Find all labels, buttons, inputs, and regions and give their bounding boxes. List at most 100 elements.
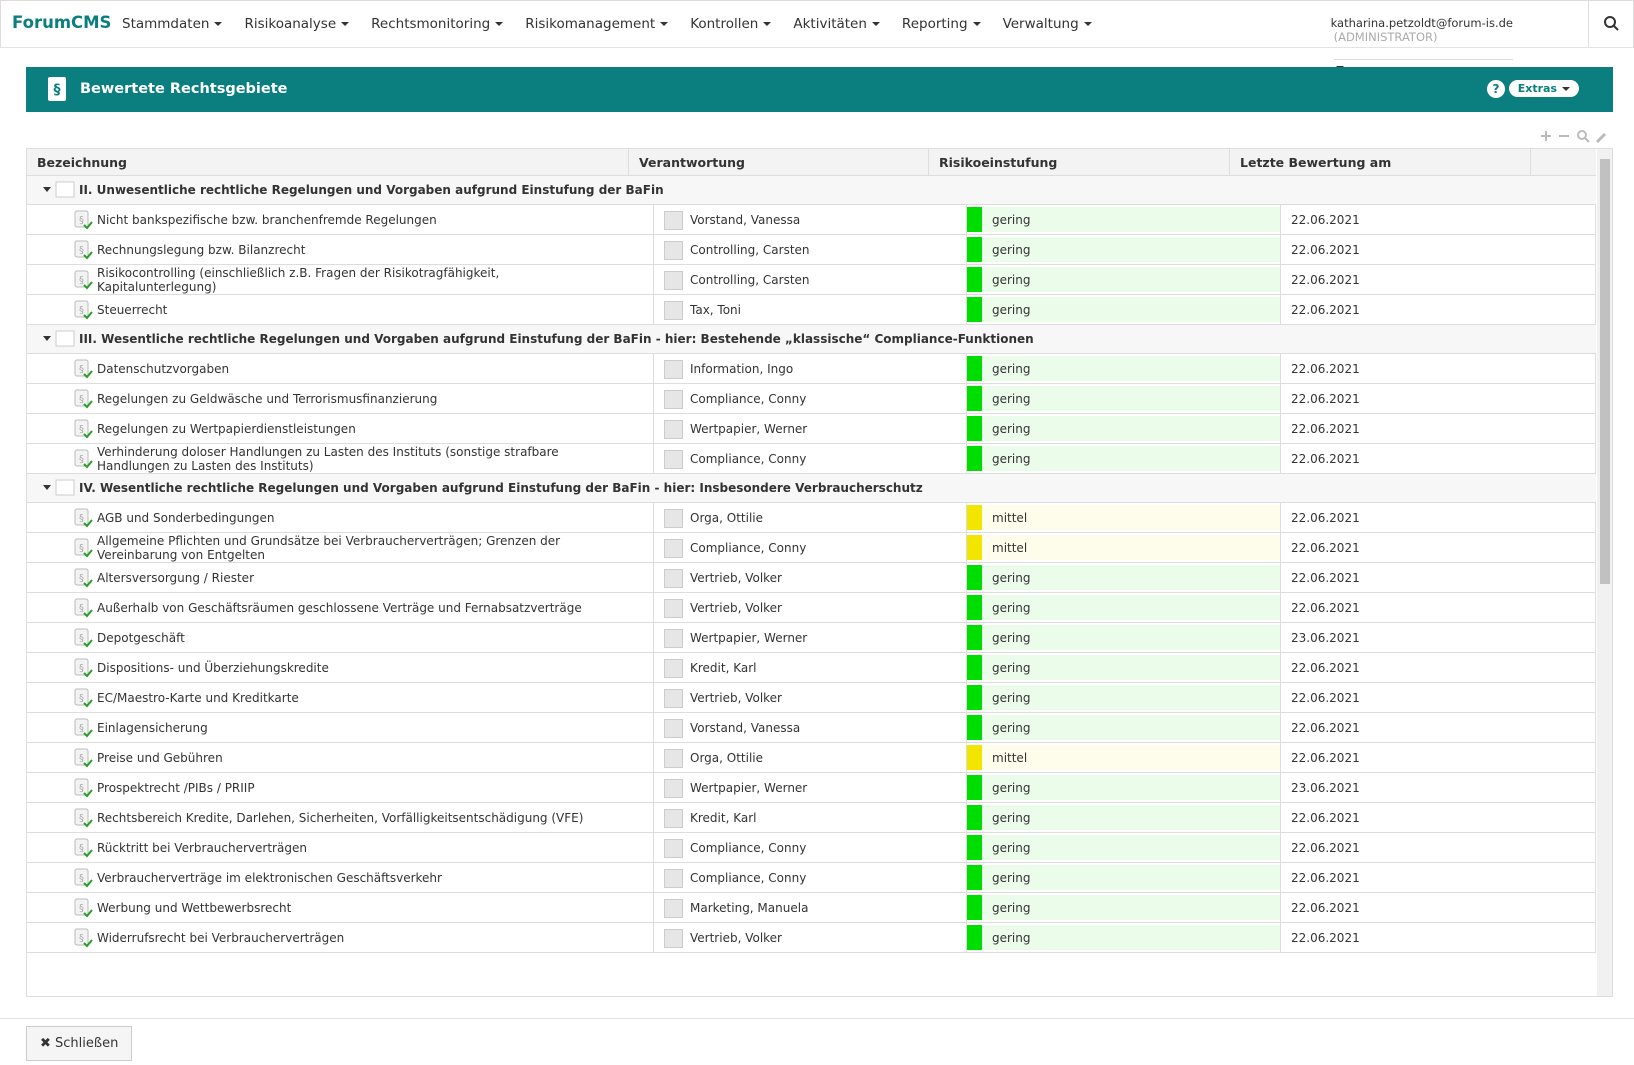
group-row[interactable]: II. Unwesentliche rechtliche Regelungen … (27, 176, 1596, 205)
avatar (664, 929, 683, 948)
table-row[interactable]: §Prospektrecht /PIBs / PRIIPWertpapier, … (27, 773, 1596, 803)
menu-item[interactable]: Rechtsmonitoring (360, 16, 514, 32)
menu-item[interactable]: Risikoanalyse (233, 16, 360, 32)
avatar (664, 779, 683, 798)
name: Einlagensicherung (97, 721, 208, 735)
column-header[interactable]: Letzte Bewertung am (1230, 149, 1531, 175)
avatar (664, 899, 683, 918)
user-menu[interactable]: katharina.petzoldt@forum-is.de(ADMINISTR… (1331, 16, 1513, 74)
table-row[interactable]: §Verhinderung doloser Handlungen zu Last… (27, 444, 1596, 474)
table-row[interactable]: §SteuerrechtTax, Tonigering22.06.2021 (27, 295, 1596, 325)
name-cell: §Rechnungslegung bzw. Bilanzrecht (27, 235, 654, 264)
menu-item[interactable]: Verwaltung (992, 16, 1103, 32)
table-row[interactable]: §Widerrufsrecht bei Verbraucherverträgen… (27, 923, 1596, 953)
risk-cell: mittel (967, 503, 1281, 532)
scrollbar[interactable] (1597, 149, 1612, 996)
avatar (664, 509, 683, 528)
menu-item[interactable]: Kontrollen (679, 16, 782, 32)
search-button[interactable] (1588, 1, 1633, 47)
table-row[interactable]: §Dispositions- und ÜberziehungskrediteKr… (27, 653, 1596, 683)
table-row[interactable]: §Risikocontrolling (einschließlich z.B. … (27, 265, 1596, 295)
table-row[interactable]: §EinlagensicherungVorstand, Vanessagerin… (27, 713, 1596, 743)
table-row[interactable]: §DepotgeschäftWertpapier, Wernergering23… (27, 623, 1596, 653)
brand[interactable]: ForumCMS (12, 13, 111, 32)
owner: Wertpapier, Werner (690, 631, 807, 645)
owner: Orga, Ottilie (690, 511, 763, 525)
name: Werbung und Wettbewerbsrecht (97, 901, 291, 915)
group-toggle (43, 478, 79, 498)
owner: Vorstand, Vanessa (690, 213, 800, 227)
date-cell: 22.06.2021 (1281, 593, 1596, 622)
menu-item[interactable]: Reporting (891, 16, 992, 32)
close-button[interactable]: ✖ Schließen (26, 1026, 132, 1061)
owner-cell: Orga, Ottilie (654, 503, 967, 532)
table-row[interactable]: §Werbung und WettbewerbsrechtMarketing, … (27, 893, 1596, 923)
table-row[interactable]: §Außerhalb von Geschäftsräumen geschloss… (27, 593, 1596, 623)
date-cell: 22.06.2021 (1281, 713, 1596, 742)
risk: gering (967, 273, 1031, 287)
name-cell: §Regelungen zu Geldwäsche und Terrorismu… (27, 384, 654, 413)
table-row[interactable]: §Verbraucherverträge im elektronischen G… (27, 863, 1596, 893)
owner: Compliance, Conny (690, 392, 806, 406)
table-row[interactable]: §Rechtsbereich Kredite, Darlehen, Sicher… (27, 803, 1596, 833)
doc-icon: § (73, 568, 93, 588)
menu-item[interactable]: Stammdaten (111, 16, 233, 32)
avatar (664, 689, 683, 708)
table-row[interactable]: §Nicht bankspezifische bzw. branchenfrem… (27, 205, 1596, 235)
name: Preise und Gebühren (97, 751, 223, 765)
column-header[interactable]: Risikoeinstufung (929, 149, 1230, 175)
risk: gering (967, 213, 1031, 227)
date-cell: 23.06.2021 (1281, 773, 1596, 802)
svg-text:§: § (79, 394, 84, 405)
extras-button[interactable]: Extras (1509, 80, 1579, 97)
svg-text:§: § (79, 783, 84, 794)
group-row[interactable]: III. Wesentliche rechtliche Regelungen u… (27, 325, 1596, 354)
doc-icon: § (73, 210, 93, 230)
owner-cell: Kredit, Karl (654, 803, 967, 832)
help-button[interactable]: ? (1487, 80, 1505, 98)
table-row[interactable]: §AGB und SonderbedingungenOrga, Ottiliem… (27, 503, 1596, 533)
table-row[interactable]: §Regelungen zu Geldwäsche und Terrorismu… (27, 384, 1596, 414)
owner: Vorstand, Vanessa (690, 721, 800, 735)
date-cell: 22.06.2021 (1281, 265, 1596, 294)
svg-text:§: § (79, 573, 84, 584)
svg-text:§: § (79, 275, 84, 286)
risk-cell: gering (967, 265, 1281, 294)
column-header[interactable]: Verantwortung (629, 149, 929, 175)
avatar (664, 360, 683, 379)
menu-item[interactable]: Aktivitäten (782, 16, 891, 32)
svg-text:§: § (79, 364, 84, 375)
table-row[interactable]: §Allgemeine Pflichten und Grundsätze bei… (27, 533, 1596, 563)
risk: gering (967, 362, 1031, 376)
name: Verhinderung doloser Handlungen zu Laste… (97, 445, 613, 473)
svg-text:§: § (79, 693, 84, 704)
table-row[interactable]: §Rücktritt bei VerbraucherverträgenCompl… (27, 833, 1596, 863)
name-cell: §Steuerrecht (27, 295, 654, 324)
doc-icon: § (73, 359, 93, 379)
risk-cell: gering (967, 354, 1281, 383)
name: Außerhalb von Geschäftsräumen geschlosse… (97, 601, 582, 615)
table-row[interactable]: §Rechnungslegung bzw. BilanzrechtControl… (27, 235, 1596, 265)
owner-cell: Wertpapier, Werner (654, 414, 967, 443)
scroll-thumb[interactable] (1600, 159, 1610, 584)
name-cell: §Dispositions- und Überziehungskredite (27, 653, 654, 682)
doc-icon: § (73, 628, 93, 648)
owner-cell: Vorstand, Vanessa (654, 205, 967, 234)
date-cell: 23.06.2021 (1281, 623, 1596, 652)
name: Rechtsbereich Kredite, Darlehen, Sicherh… (97, 811, 583, 825)
name-cell: §Datenschutzvorgaben (27, 354, 654, 383)
table-row[interactable]: §DatenschutzvorgabenInformation, Ingoger… (27, 354, 1596, 384)
table-row[interactable]: §Preise und GebührenOrga, Ottiliemittel2… (27, 743, 1596, 773)
table-row[interactable]: §Regelungen zu Wertpapierdienstleistunge… (27, 414, 1596, 444)
risk: mittel (967, 541, 1027, 555)
menu-item[interactable]: Risikomanagement (514, 16, 679, 32)
date-cell: 22.06.2021 (1281, 653, 1596, 682)
doc-icon: § (73, 688, 93, 708)
avatar (664, 420, 683, 439)
group-row[interactable]: IV. Wesentliche rechtliche Regelungen un… (27, 474, 1596, 503)
column-header[interactable]: Bezeichnung (27, 149, 629, 175)
table-row[interactable]: §EC/Maestro-Karte und KreditkarteVertrie… (27, 683, 1596, 713)
table-row[interactable]: §Altersversorgung / RiesterVertrieb, Vol… (27, 563, 1596, 593)
svg-text:§: § (79, 723, 84, 734)
risk: gering (967, 781, 1031, 795)
